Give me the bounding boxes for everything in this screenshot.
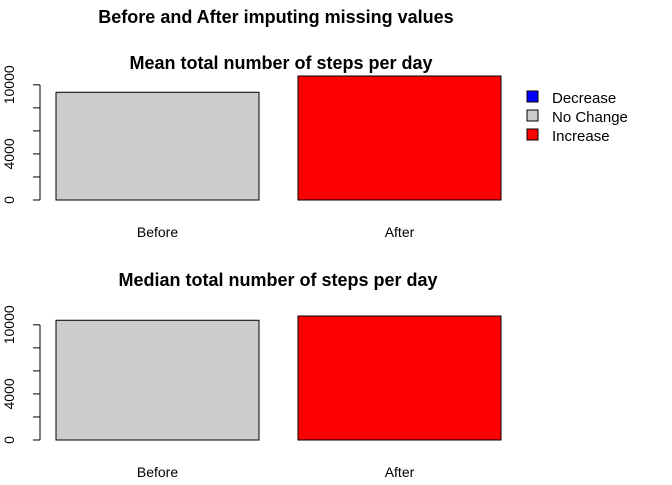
legend-label-no-change: No Change xyxy=(552,109,628,126)
legend-swatch-decrease xyxy=(526,90,539,103)
category-label-after: After xyxy=(385,224,415,240)
y-tick-label: 10000 xyxy=(1,65,17,104)
legend-label-decrease: Decrease xyxy=(552,90,616,107)
category-label-after: After xyxy=(385,464,415,480)
median-chart-title: Median total number of steps per day xyxy=(118,270,437,290)
category-label-before: Before xyxy=(137,224,178,240)
legend: Decrease No Change Increase xyxy=(526,90,628,145)
y-tick-label: 4000 xyxy=(1,138,17,169)
legend-swatch-no-change xyxy=(526,109,539,122)
bar-before xyxy=(55,319,260,441)
y-tick-label: 10000 xyxy=(1,305,17,344)
legend-swatch-increase xyxy=(526,128,539,141)
y-tick-label: 4000 xyxy=(1,378,17,409)
y-tick-label: 0 xyxy=(1,436,17,444)
y-tick-label: 0 xyxy=(1,196,17,204)
figure-title: Before and After imputing missing values xyxy=(98,7,453,27)
bar-after xyxy=(297,75,502,201)
legend-label-increase: Increase xyxy=(552,128,610,145)
mean-steps-panel: Mean total number of steps per day 0 4000… xyxy=(1,53,502,240)
mean-chart-title: Mean total number of steps per day xyxy=(129,53,432,73)
category-label-before: Before xyxy=(137,464,178,480)
bar-after xyxy=(297,315,502,441)
bar-before xyxy=(55,91,260,201)
median-steps-panel: Median total number of steps per day 0 40… xyxy=(1,270,502,480)
